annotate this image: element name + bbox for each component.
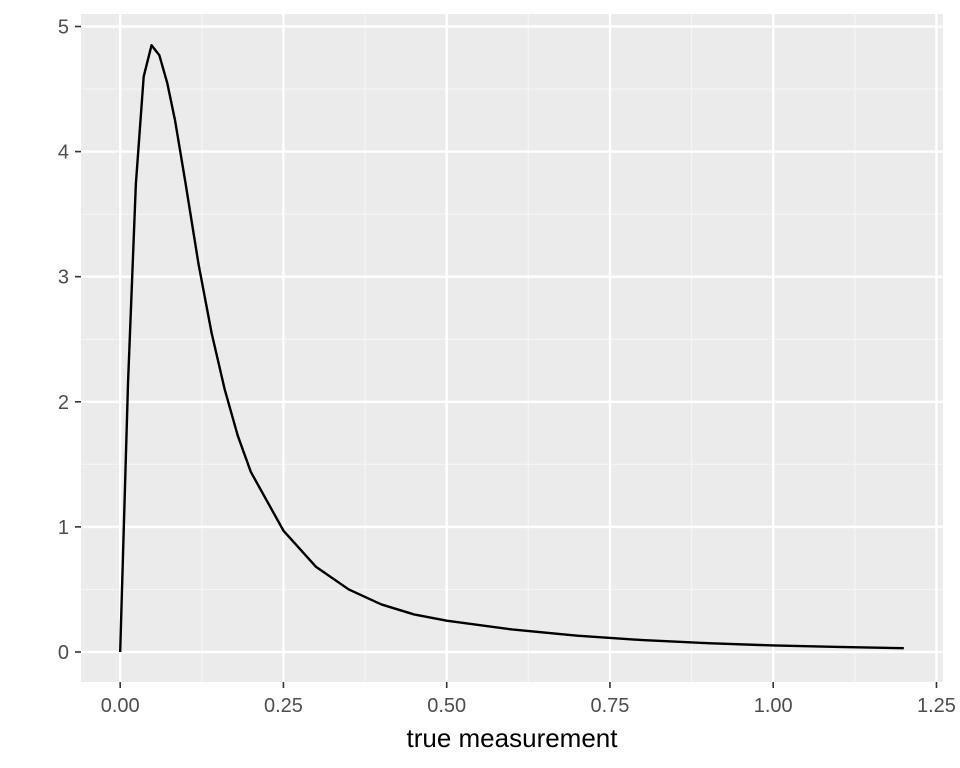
y-tick-label: 2 [58,392,69,414]
x-tick-label: 0.50 [427,695,466,717]
x-axis: 0.00 0.25 0.50 0.75 1.00 1.25 [101,682,956,717]
series-layer [118,44,904,653]
panel-background [81,14,943,682]
y-tick-label: 4 [58,142,69,164]
major-gridlines [81,14,943,682]
minor-gridlines [81,14,943,682]
y-tick-label: 5 [58,17,69,39]
density-curve [118,44,904,653]
x-tick-label: 0.00 [101,695,140,717]
y-tick-label: 0 [58,642,69,664]
x-tick-label: 0.25 [264,695,303,717]
x-axis-title: true measurement [407,723,619,753]
x-tick-label: 1.00 [754,695,793,717]
y-axis: 0 1 2 3 4 5 [58,17,81,664]
y-tick-label: 1 [58,517,69,539]
y-tick-label: 3 [58,267,69,289]
x-tick-label: 1.25 [917,695,956,717]
x-tick-label: 0.75 [590,695,629,717]
